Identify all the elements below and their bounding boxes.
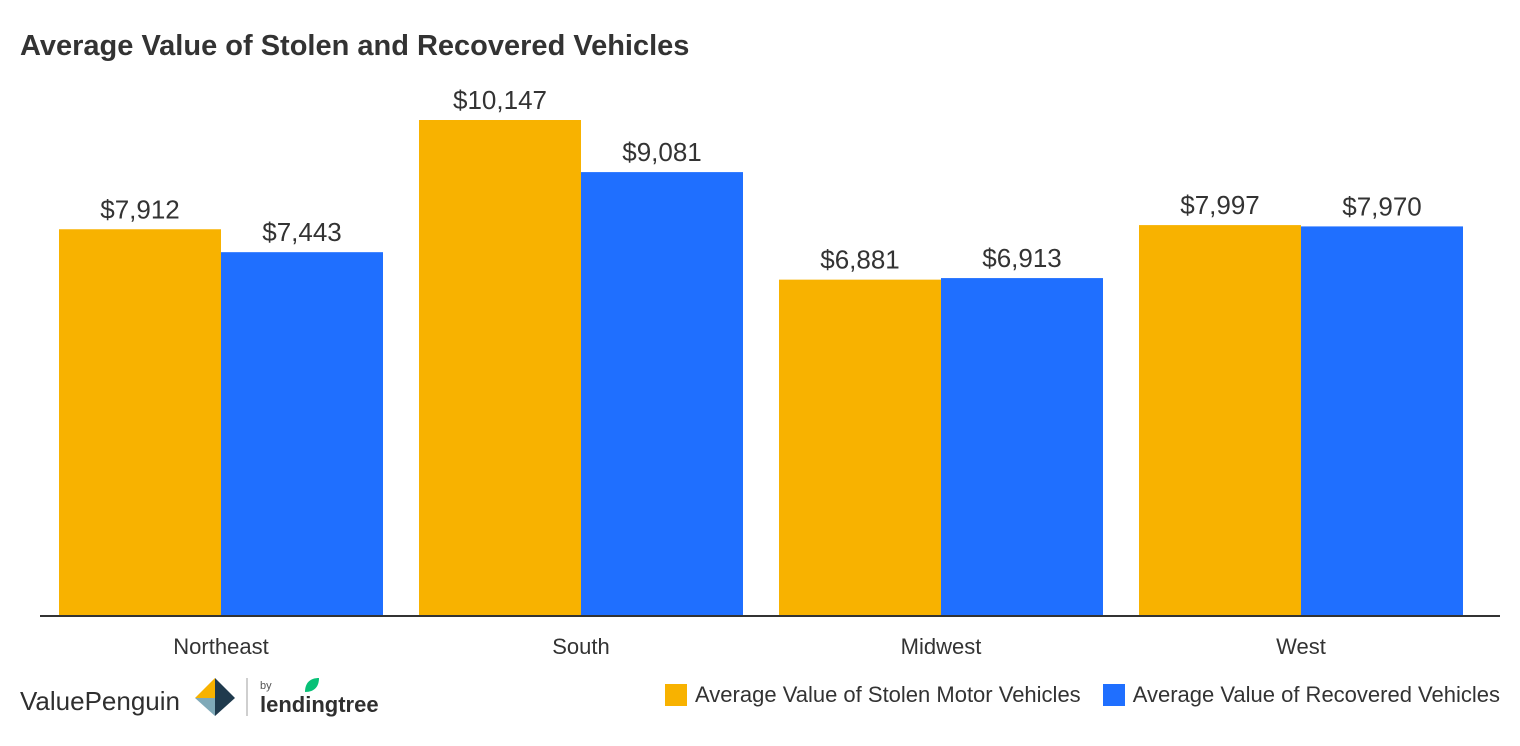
- bar-midwest-stolen: [779, 279, 941, 616]
- data-label-south-stolen: $10,147: [453, 85, 547, 115]
- x-tick-label-south: South: [552, 634, 610, 659]
- legend-item-recovered: Average Value of Recovered Vehicles: [1102, 682, 1500, 708]
- bar-west-recovered: [1301, 226, 1463, 616]
- brand-by-label: by: [260, 680, 272, 692]
- x-tick-label-west: West: [1276, 634, 1326, 659]
- data-label-midwest-stolen: $6,881: [820, 245, 900, 275]
- bar-south-recovered: [581, 172, 743, 617]
- legend-item-stolen: Average Value of Stolen Motor Vehicles: [665, 682, 1081, 708]
- brand-name: ValuePenguin: [20, 686, 180, 716]
- x-tick-label-northeast: Northeast: [173, 634, 268, 659]
- bar-northeast-recovered: [221, 252, 383, 616]
- chart-title: Average Value of Stolen and Recovered Ve…: [20, 30, 690, 62]
- x-tick-labels-layer: Northeast South Midwest West: [173, 634, 1326, 659]
- leaf-icon: [305, 678, 319, 692]
- x-tick-label-midwest: Midwest: [901, 634, 982, 659]
- data-label-midwest-recovered: $6,913: [982, 243, 1062, 273]
- legend-label-recovered: Average Value of Recovered Vehicles: [1132, 682, 1500, 707]
- brand-divider: [246, 678, 248, 716]
- data-label-west-stolen: $7,997: [1180, 190, 1260, 220]
- data-label-northeast-recovered: $7,443: [262, 217, 342, 247]
- data-label-south-recovered: $9,081: [622, 137, 702, 167]
- bars-layer: [59, 120, 1463, 617]
- partner-name: lendingtree: [260, 692, 379, 717]
- bar-south-stolen: [419, 120, 581, 616]
- data-label-northeast-stolen: $7,912: [100, 194, 180, 224]
- brand-footer: ValuePenguin by lendingtree: [20, 672, 400, 722]
- legend-swatch-recovered: [1102, 684, 1125, 706]
- legend-swatch-stolen: [665, 684, 688, 706]
- bar-west-stolen: [1139, 225, 1301, 617]
- bar-northeast-stolen: [59, 229, 221, 616]
- legend: Average Value of Stolen Motor Vehicles A…: [665, 682, 1500, 708]
- penguin-logo-icon: [195, 678, 235, 716]
- bar-midwest-recovered: [941, 278, 1103, 616]
- legend-label-stolen: Average Value of Stolen Motor Vehicles: [695, 682, 1081, 707]
- data-label-west-recovered: $7,970: [1342, 191, 1422, 221]
- data-labels-layer: $7,912 $7,443 $10,147 $9,081 $6,881 $6,913 $7,…: [100, 85, 1422, 275]
